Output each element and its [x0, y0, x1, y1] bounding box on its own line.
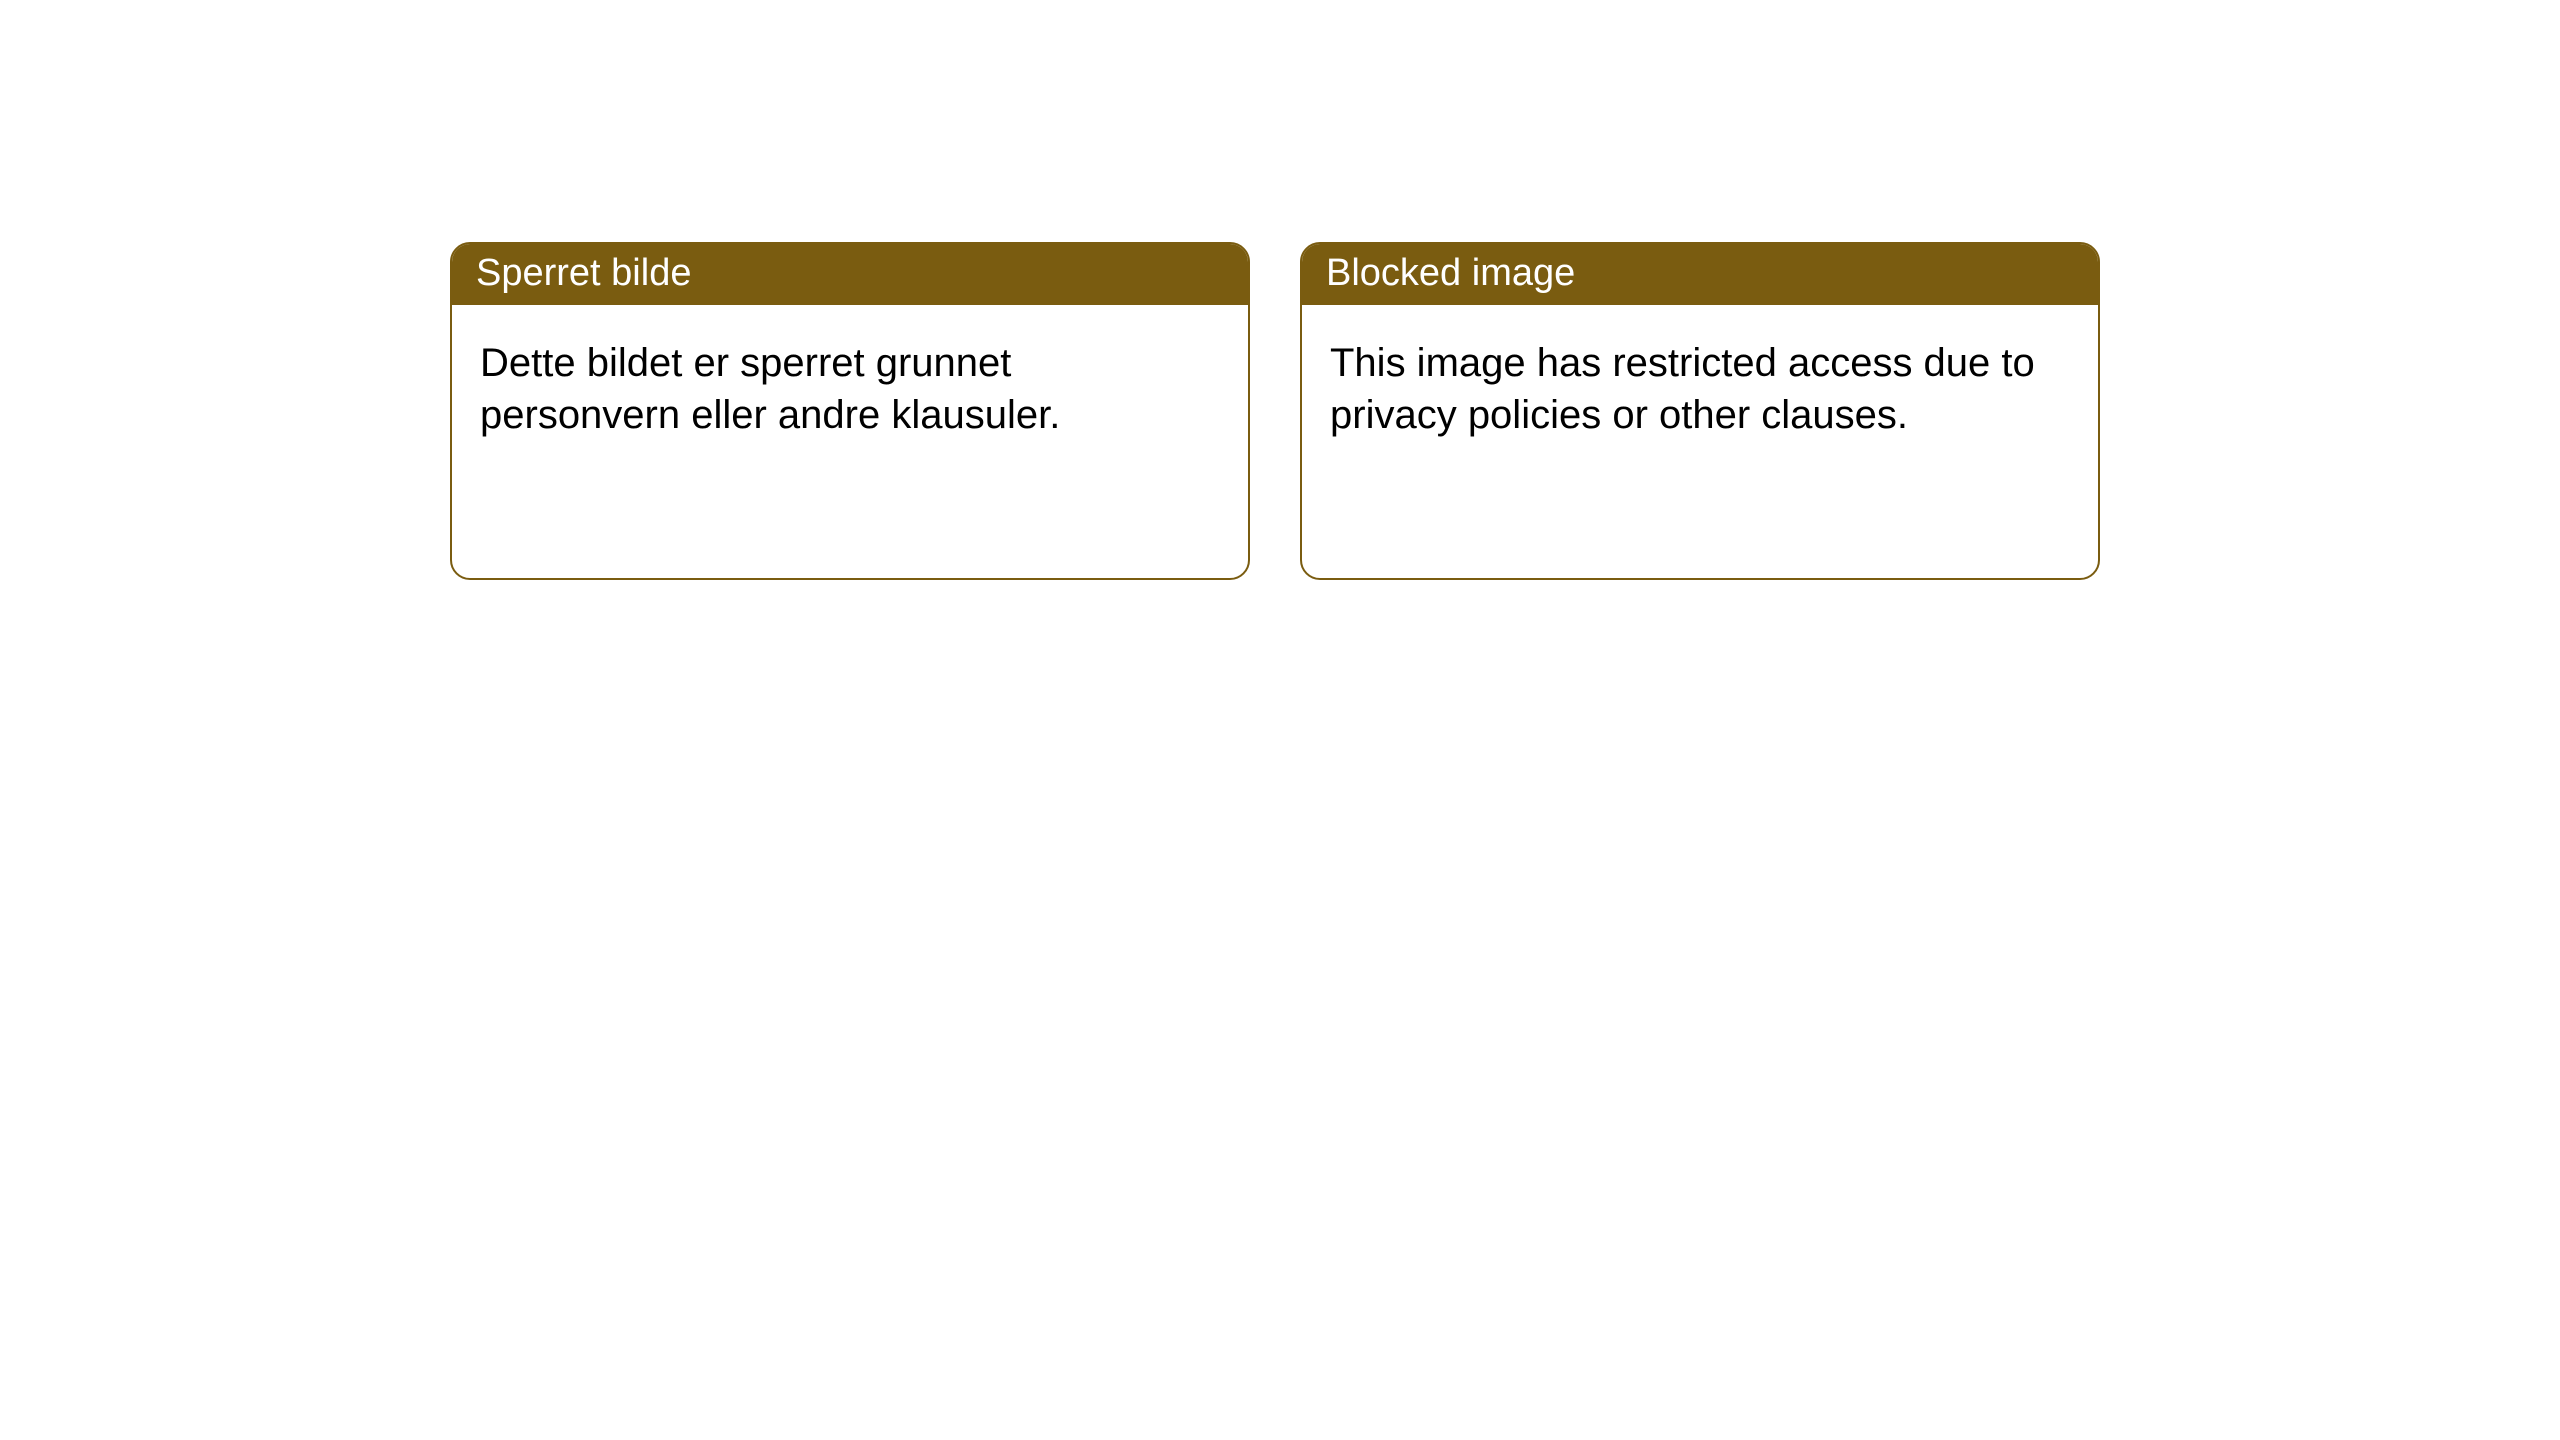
notice-title-english: Blocked image: [1302, 244, 2098, 305]
notice-card-english: Blocked image This image has restricted …: [1300, 242, 2100, 580]
notice-container: Sperret bilde Dette bildet er sperret gr…: [0, 0, 2560, 580]
notice-body-norwegian: Dette bildet er sperret grunnet personve…: [452, 305, 1248, 473]
notice-title-norwegian: Sperret bilde: [452, 244, 1248, 305]
notice-body-english: This image has restricted access due to …: [1302, 305, 2098, 473]
notice-card-norwegian: Sperret bilde Dette bildet er sperret gr…: [450, 242, 1250, 580]
